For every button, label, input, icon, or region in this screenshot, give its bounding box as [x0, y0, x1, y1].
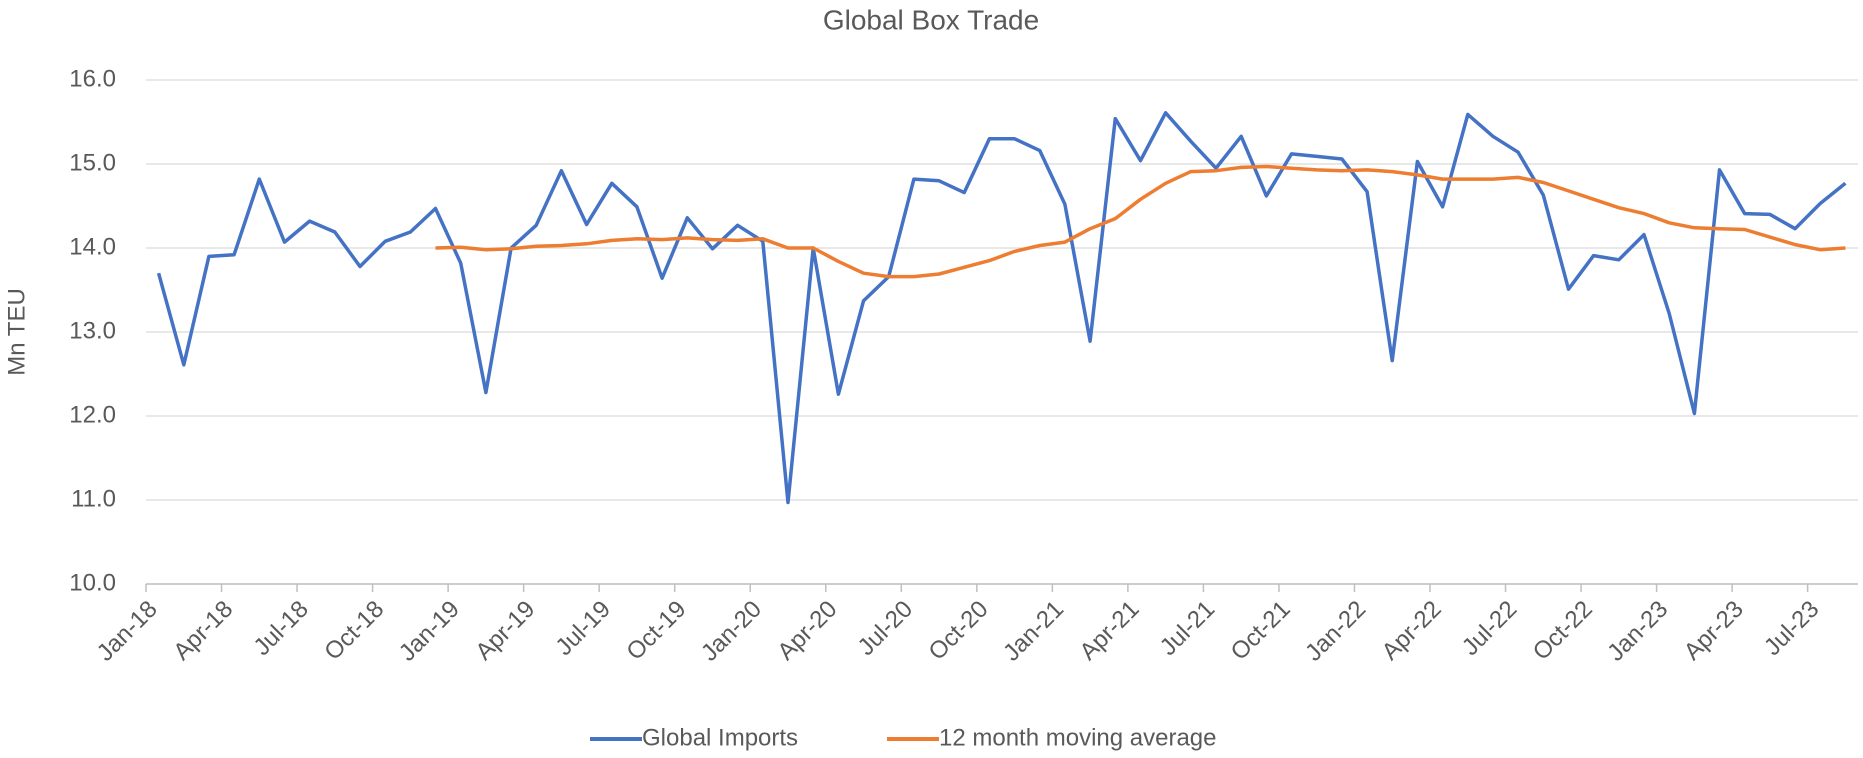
x-tick-label: Oct-20 — [924, 596, 994, 666]
x-tick-label: Jan-21 — [998, 596, 1069, 667]
x-tick-label: Jan-19 — [394, 596, 465, 667]
x-tick-label: Jul-19 — [551, 596, 616, 661]
legend-label: Global Imports — [642, 724, 798, 751]
y-axis-label: Mn TEU — [3, 288, 30, 376]
y-tick-label: 15.0 — [69, 149, 116, 176]
x-tick-label: Jul-23 — [1759, 596, 1824, 661]
x-tick-label: Jul-21 — [1155, 596, 1220, 661]
legend-label: 12 month moving average — [939, 724, 1217, 751]
x-tick-label: Jul-18 — [248, 596, 313, 661]
x-tick-label: Jan-18 — [92, 596, 163, 667]
x-tick-label: Apr-23 — [1679, 596, 1749, 666]
x-tick-label: Jul-22 — [1457, 596, 1522, 661]
series-line — [435, 164, 1846, 279]
x-tick-label: Jan-23 — [1602, 596, 1673, 667]
x-tick-label: Apr-21 — [1075, 596, 1145, 666]
x-tick-label: Oct-22 — [1528, 596, 1598, 666]
x-tick-label: Apr-18 — [168, 596, 238, 666]
y-tick-label: 16.0 — [69, 65, 116, 92]
x-tick-label: Jan-22 — [1300, 596, 1371, 667]
x-tick-label: Oct-21 — [1226, 596, 1296, 666]
y-tick-label: 13.0 — [69, 317, 116, 344]
y-tick-label: 11.0 — [71, 485, 116, 512]
series-line — [156, 111, 1847, 505]
x-tick-label: Jan-20 — [696, 596, 767, 667]
y-tick-label: 12.0 — [69, 401, 116, 428]
x-tick-label: Oct-19 — [621, 596, 691, 666]
y-tick-label: 10.0 — [69, 569, 116, 596]
chart-title: Global Box Trade — [823, 4, 1039, 35]
y-tick-label: 14.0 — [69, 233, 116, 260]
x-tick-label: Apr-19 — [470, 596, 540, 666]
x-tick-label: Apr-20 — [772, 596, 842, 666]
x-tick-label: Oct-18 — [319, 596, 389, 666]
x-tick-label: Apr-22 — [1377, 596, 1447, 666]
x-tick-label: Jul-20 — [853, 596, 918, 661]
